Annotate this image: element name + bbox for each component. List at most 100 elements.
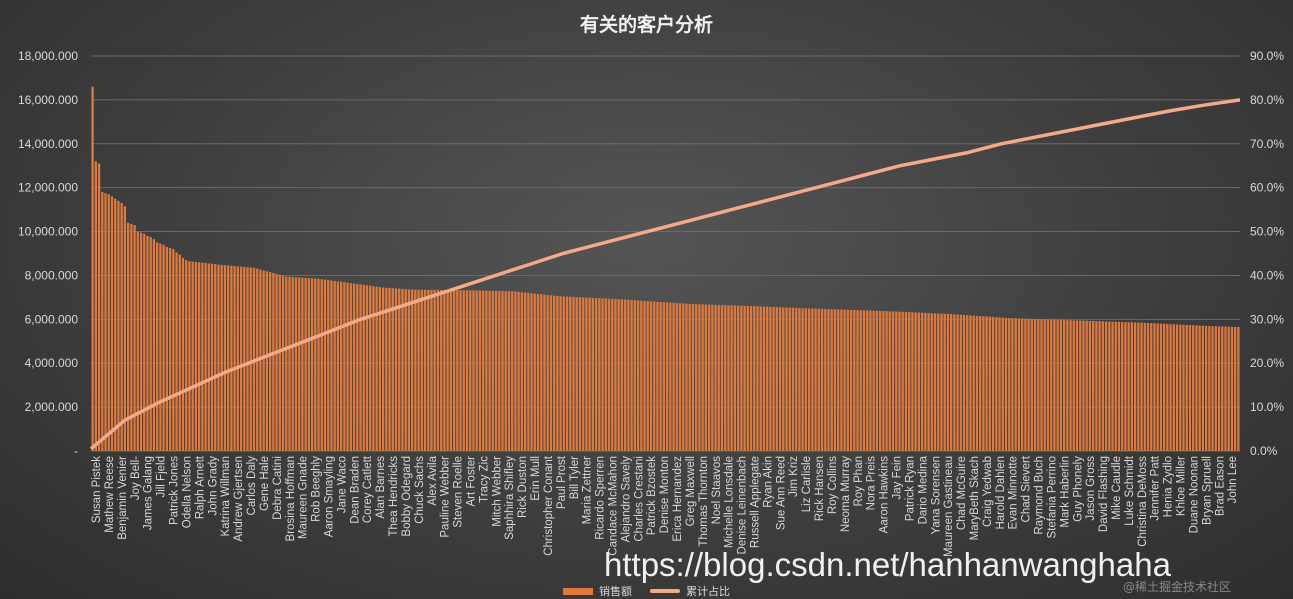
sales-bar[interactable] xyxy=(1085,320,1088,451)
sales-bar[interactable] xyxy=(746,305,749,451)
sales-bar[interactable] xyxy=(1130,322,1134,451)
sales-bar[interactable] xyxy=(139,232,143,451)
sales-bar[interactable] xyxy=(430,289,433,451)
sales-bar[interactable] xyxy=(146,235,149,451)
sales-bar[interactable] xyxy=(536,293,540,451)
sales-bar[interactable] xyxy=(201,262,204,451)
sales-bar[interactable] xyxy=(1211,326,1214,451)
sales-bar[interactable] xyxy=(772,306,775,451)
sales-bar[interactable] xyxy=(1182,324,1185,451)
sales-bar[interactable] xyxy=(233,266,236,451)
sales-bar[interactable] xyxy=(966,315,969,451)
sales-bar[interactable] xyxy=(420,289,423,451)
sales-bar[interactable] xyxy=(959,314,962,451)
sales-bar[interactable] xyxy=(511,291,514,451)
sales-bar[interactable] xyxy=(988,316,991,451)
sales-bar[interactable] xyxy=(1237,327,1240,451)
sales-bar[interactable] xyxy=(704,304,707,451)
sales-bar[interactable] xyxy=(214,264,217,451)
sales-bar[interactable] xyxy=(562,296,565,451)
sales-bar[interactable] xyxy=(465,290,469,451)
sales-bar[interactable] xyxy=(1195,325,1198,451)
sales-bar[interactable] xyxy=(624,299,627,451)
sales-bar[interactable] xyxy=(210,263,214,451)
sales-bar[interactable] xyxy=(972,315,975,451)
sales-bar[interactable] xyxy=(617,299,620,451)
sales-bar[interactable] xyxy=(830,309,833,451)
sales-bar[interactable] xyxy=(969,315,972,451)
sales-bar[interactable] xyxy=(1098,321,1101,451)
sales-bar[interactable] xyxy=(843,309,846,451)
sales-bar[interactable] xyxy=(478,290,482,451)
sales-bar[interactable] xyxy=(640,300,643,451)
sales-bar[interactable] xyxy=(194,261,198,451)
sales-bar[interactable] xyxy=(1146,322,1150,451)
sales-bar[interactable] xyxy=(469,290,472,451)
sales-bar[interactable] xyxy=(975,315,979,451)
sales-bar[interactable] xyxy=(1069,320,1072,451)
sales-bar[interactable] xyxy=(636,300,640,451)
sales-bar[interactable] xyxy=(1172,324,1175,451)
sales-bar[interactable] xyxy=(123,206,127,451)
sales-bar[interactable] xyxy=(588,297,591,451)
sales-bar[interactable] xyxy=(882,310,885,451)
sales-bar[interactable] xyxy=(323,279,327,451)
sales-bar[interactable] xyxy=(659,302,662,451)
sales-bar[interactable] xyxy=(1163,323,1166,451)
sales-bar[interactable] xyxy=(785,307,788,451)
sales-bar[interactable] xyxy=(327,280,330,451)
sales-bar[interactable] xyxy=(701,304,704,451)
sales-bar[interactable] xyxy=(1121,321,1124,451)
sales-bar[interactable] xyxy=(1117,321,1121,451)
sales-bar[interactable] xyxy=(879,310,882,451)
sales-bar[interactable] xyxy=(117,200,120,451)
sales-bar[interactable] xyxy=(1111,321,1114,451)
sales-bar[interactable] xyxy=(414,289,417,451)
sales-bar[interactable] xyxy=(727,305,730,451)
sales-bar[interactable] xyxy=(995,317,998,451)
sales-bar[interactable] xyxy=(1095,321,1098,451)
sales-bar[interactable] xyxy=(349,283,352,452)
sales-bar[interactable] xyxy=(249,267,252,451)
sales-bar[interactable] xyxy=(582,297,585,451)
sales-bar[interactable] xyxy=(801,308,804,451)
sales-bar[interactable] xyxy=(423,289,427,451)
sales-bar[interactable] xyxy=(872,310,875,451)
sales-bar[interactable] xyxy=(646,301,649,451)
sales-bar[interactable] xyxy=(798,308,801,451)
sales-bar[interactable] xyxy=(1079,320,1082,451)
sales-bar[interactable] xyxy=(698,304,701,451)
sales-bar[interactable] xyxy=(485,290,488,451)
sales-bar[interactable] xyxy=(1011,318,1014,451)
sales-bar[interactable] xyxy=(94,161,97,451)
sales-bar[interactable] xyxy=(375,286,378,451)
sales-bar[interactable] xyxy=(1153,323,1156,451)
sales-bar[interactable] xyxy=(501,291,504,451)
sales-bar[interactable] xyxy=(359,284,362,451)
sales-bar[interactable] xyxy=(336,281,340,451)
sales-bar[interactable] xyxy=(924,312,927,451)
sales-bar[interactable] xyxy=(711,304,714,451)
sales-bar[interactable] xyxy=(730,305,733,451)
sales-bar[interactable] xyxy=(759,306,762,451)
sales-bar[interactable] xyxy=(433,289,436,451)
sales-bar[interactable] xyxy=(301,277,304,451)
sales-bar[interactable] xyxy=(120,203,123,451)
sales-bar[interactable] xyxy=(1004,317,1008,451)
sales-bar[interactable] xyxy=(343,282,346,451)
sales-bar[interactable] xyxy=(662,302,666,451)
sales-bar[interactable] xyxy=(385,287,388,451)
sales-bar[interactable] xyxy=(1169,324,1172,451)
sales-bar[interactable] xyxy=(1217,326,1221,451)
sales-bar[interactable] xyxy=(669,302,672,451)
sales-bar[interactable] xyxy=(1088,320,1092,451)
sales-bar[interactable] xyxy=(775,307,778,451)
sales-bar[interactable] xyxy=(246,267,249,451)
sales-bar[interactable] xyxy=(298,277,301,451)
sales-bar[interactable] xyxy=(275,273,278,451)
sales-bar[interactable] xyxy=(133,224,136,451)
sales-bar[interactable] xyxy=(388,287,391,451)
sales-bar[interactable] xyxy=(953,314,956,451)
sales-bar[interactable] xyxy=(317,278,320,451)
sales-bar[interactable] xyxy=(820,308,824,451)
